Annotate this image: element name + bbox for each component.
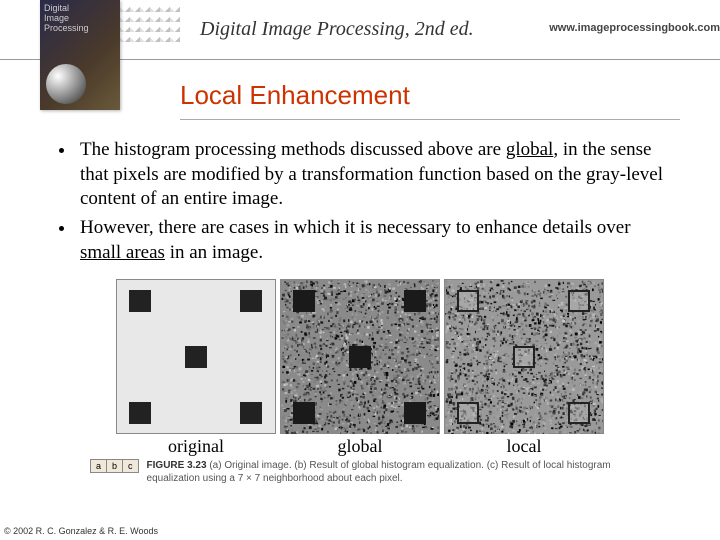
figure-row [0,279,720,434]
square-outline [457,402,479,424]
figure-number: FIGURE 3.23 [147,460,207,471]
bullet-2-text-post: in an image. [165,242,263,263]
dark-square [293,290,315,312]
bullet-item-2: However, there are cases in which it is … [76,216,670,265]
slide-title: Local Enhancement [180,80,680,111]
square-outline [457,290,479,312]
figure-a-original [116,279,276,434]
website-url: www.imageprocessingbook.com [549,22,720,34]
book-title: Digital Image Processing, 2nd ed. [200,18,474,41]
figure-caption-text: (a) Original image. (b) Result of global… [147,460,611,484]
dark-square [349,346,371,368]
bullet-item-1: The histogram processing methods discuss… [76,138,670,212]
square-outline [568,402,590,424]
figure-label-a: original [116,436,276,457]
abc-c: c [123,460,138,472]
dark-square [129,402,151,424]
bullet-2-underline: small areas [80,242,165,263]
bullet-2-text-pre: However, there are cases in which it is … [80,217,631,238]
figure-labels-row: original global local [0,434,720,457]
bullet-1-text-pre: The histogram processing methods discuss… [80,139,506,160]
slide-header: DigitalImageProcessing Digital Image Pro… [0,0,720,60]
dark-square [404,290,426,312]
figure-label-b: global [280,436,440,457]
figure-label-c: local [444,436,604,457]
abc-indicator: a b c [90,459,139,473]
figure-c-local [444,279,604,434]
dark-square [404,402,426,424]
bullet-1-underline: global [506,139,554,160]
dark-square [293,402,315,424]
square-outline [568,290,590,312]
abc-b: b [107,460,123,472]
figure-caption: FIGURE 3.23 (a) Original image. (b) Resu… [147,459,630,485]
copyright-notice: © 2002 R. C. Gonzalez & R. E. Woods [4,526,158,536]
dark-square [129,290,151,312]
abc-a: a [91,460,107,472]
figure-caption-row: a b c FIGURE 3.23 (a) Original image. (b… [0,459,720,485]
dark-square [240,402,262,424]
square-outline [513,346,535,368]
dark-square [240,290,262,312]
dark-square [185,346,207,368]
bullet-list: The histogram processing methods discuss… [60,138,670,265]
figure-b-global [280,279,440,434]
slide-title-container: Local Enhancement [180,80,680,120]
book-cover-thumbnail: DigitalImageProcessing [40,0,120,110]
book-cover-text: DigitalImageProcessing [44,4,89,34]
book-cover-graphic [46,64,86,104]
pixel-decoration [120,2,180,42]
